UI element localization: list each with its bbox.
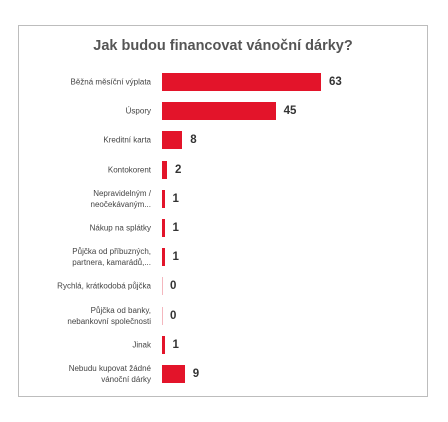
category-label: Běžná měsíční výplata bbox=[70, 77, 151, 87]
bar bbox=[162, 73, 321, 91]
category-label: Úspory bbox=[125, 106, 151, 116]
category-label: Jinak bbox=[132, 340, 151, 350]
category-label: Kontokorent bbox=[107, 165, 151, 175]
value-label: 63 bbox=[329, 76, 342, 88]
value-label: 1 bbox=[172, 338, 179, 351]
bar bbox=[162, 306, 163, 325]
value-label: 8 bbox=[190, 134, 197, 147]
category-label: Nepravidelným / neočekávaným... bbox=[90, 188, 151, 209]
chart-title: Jak budou financovat vánoční dárky? bbox=[93, 38, 353, 54]
bar bbox=[162, 131, 183, 150]
value-label: 2 bbox=[175, 163, 182, 176]
value-label: 9 bbox=[192, 368, 200, 380]
category-label: Nebudu kupovat žádné vánoční dárky bbox=[68, 364, 151, 384]
value-label: 0 bbox=[170, 309, 177, 322]
bar bbox=[162, 248, 165, 267]
value-label: 0 bbox=[170, 280, 177, 293]
value-label: 1 bbox=[172, 192, 179, 205]
bar bbox=[162, 102, 276, 121]
bar bbox=[162, 277, 163, 296]
category-label: Půjčka od příbuzných, partnera, kamarádů… bbox=[72, 247, 151, 268]
value-label: 45 bbox=[283, 105, 297, 118]
chart: Jak budou financovat vánoční dárky? Běžn… bbox=[18, 25, 428, 397]
bar bbox=[162, 365, 185, 383]
bar bbox=[162, 219, 165, 237]
value-label: 1 bbox=[172, 222, 179, 234]
category-label: Rychlá, krátkodobá půjčka bbox=[57, 281, 151, 291]
category-label: Nákup na splátky bbox=[89, 223, 151, 233]
category-label: Kreditní karta bbox=[103, 135, 151, 145]
bar bbox=[162, 335, 165, 354]
bar bbox=[162, 160, 168, 179]
category-label: Půjčka od banky, nebankovní společnosti bbox=[67, 305, 151, 326]
bar bbox=[162, 189, 165, 208]
value-label: 1 bbox=[172, 251, 179, 264]
